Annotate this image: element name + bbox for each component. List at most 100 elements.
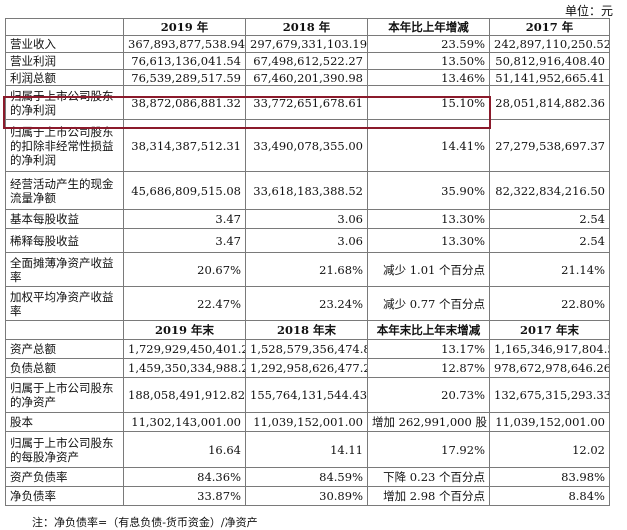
header-row: 2019 年末 2018 年末 本年末比上年末增减 2017 年末 — [5, 320, 610, 340]
footnote: 注：净负债率=（有息负债-货币资金）/净资产 — [32, 516, 258, 529]
table-row: 营业收入 367,893,877,538.94 297,679,331,103.19… — [5, 35, 610, 53]
row-label: 归属于上市公司股东的净利润 — [5, 85, 124, 120]
header-cell: 2017 年末 — [489, 320, 610, 340]
cell-v2019: 3.47 — [123, 209, 246, 229]
cell-v2017: 132,675,315,293.33 — [489, 377, 610, 413]
row-label: 净负债率 — [5, 486, 124, 506]
header-cell: 2017 年 — [489, 18, 610, 36]
row-label: 归属于上市公司股东的每股净资产 — [5, 431, 124, 468]
unit-label: 单位：元 — [564, 4, 613, 18]
cell-change: 13.46% — [367, 69, 490, 86]
cell-v2018: 33,618,183,388.52 — [245, 171, 368, 210]
cell-change: 减少 0.77 个百分点 — [367, 286, 490, 321]
header-cell: 本年比上年增减 — [367, 18, 490, 36]
table-row: 稀释每股收益 3.47 3.06 13.30% 2.54 — [5, 228, 610, 253]
cell-change: 13.30% — [367, 228, 490, 253]
row-label: 股本 — [5, 412, 124, 432]
row-label: 资产总额 — [5, 339, 124, 359]
cell-v2017: 978,672,978,646.26 — [489, 358, 610, 378]
row-label: 加权平均净资产收益率 — [5, 286, 124, 321]
cell-v2017: 242,897,110,250.52 — [489, 35, 610, 53]
cell-v2018: 30.89% — [245, 486, 368, 506]
cell-v2017: 8.84% — [489, 486, 610, 506]
cell-v2019: 3.47 — [123, 228, 246, 253]
table-row: 归属于上市公司股东的净资产 188,058,491,912.82 155,764,1… — [5, 377, 610, 413]
cell-v2018: 21.68% — [245, 252, 368, 287]
header-row: 2019 年 2018 年本年比上年增减 2017 年 — [5, 18, 610, 36]
cell-v2019: 38,872,086,881.32 — [123, 85, 246, 120]
cell-v2018: 1,292,958,626,477.23 — [245, 358, 368, 378]
cell-v2019: 22.47% — [123, 286, 246, 321]
header-cell: 2018 年 — [245, 18, 368, 36]
table-row: 资产负债率 84.36% 84.59% 下降 0.23 个百分点 83.98% — [5, 467, 610, 487]
cell-v2017: 82,322,834,216.50 — [489, 171, 610, 210]
row-label: 资产负债率 — [5, 467, 124, 487]
cell-v2018: 3.06 — [245, 209, 368, 229]
cell-v2018: 33,490,078,355.00 — [245, 119, 368, 172]
cell-v2018: 155,764,131,544.43 — [245, 377, 368, 413]
cell-v2018: 297,679,331,103.19 — [245, 35, 368, 53]
cell-v2019: 11,302,143,001.00 — [123, 412, 246, 432]
cell-change: 减少 1.01 个百分点 — [367, 252, 490, 287]
cell-change: 13.30% — [367, 209, 490, 229]
cell-v2019: 367,893,877,538.94 — [123, 35, 246, 53]
cell-v2019: 76,539,289,517.59 — [123, 69, 246, 86]
cell-v2018: 1,528,579,356,474.81 — [245, 339, 368, 359]
cell-v2019: 84.36% — [123, 467, 246, 487]
financial-table: 2019 年 2018 年本年比上年增减 2017 年营业收入 367,893,877… — [5, 18, 610, 506]
cell-v2019: 16.64 — [123, 431, 246, 468]
table-row: 归属于上市公司股东的净利润 38,872,086,881.32 33,772,651… — [5, 85, 610, 120]
cell-v2019: 1,459,350,334,988.27 — [123, 358, 246, 378]
row-label: 基本每股收益 — [5, 209, 124, 229]
cell-change: 15.10% — [367, 85, 490, 120]
cell-change: 13.17% — [367, 339, 490, 359]
row-label: 经营活动产生的现金流量净额 — [5, 171, 124, 210]
cell-v2018: 33,772,651,678.61 — [245, 85, 368, 120]
header-cell — [5, 320, 124, 340]
cell-v2017: 2.54 — [489, 209, 610, 229]
header-cell: 2018 年末 — [245, 320, 368, 340]
row-label: 全面摊薄净资产收益率 — [5, 252, 124, 287]
cell-v2019: 45,686,809,515.08 — [123, 171, 246, 210]
table-row: 加权平均净资产收益率 22.47% 23.24% 减少 0.77 个百分点 22.80% — [5, 286, 610, 321]
table-row: 归属于上市公司股东的扣除非经常性损益的净利润 38,314,387,512.31 3… — [5, 119, 610, 172]
row-label: 利润总额 — [5, 69, 124, 86]
cell-v2017: 22.80% — [489, 286, 610, 321]
cell-change: 12.87% — [367, 358, 490, 378]
table-row: 经营活动产生的现金流量净额 45,686,809,515.08 33,618,183… — [5, 171, 610, 210]
table-row: 净负债率 33.87% 30.89% 增加 2.98 个百分点 8.84% — [5, 486, 610, 506]
cell-v2019: 20.67% — [123, 252, 246, 287]
table-row: 营业利润 76,613,136,041.54 67,498,612,522.27 13… — [5, 52, 610, 70]
cell-v2017: 11,039,152,001.00 — [489, 412, 610, 432]
cell-v2017: 50,812,916,408.40 — [489, 52, 610, 70]
cell-change: 增加 262,991,000 股 — [367, 412, 490, 432]
row-label: 营业利润 — [5, 52, 124, 70]
header-cell: 本年末比上年末增减 — [367, 320, 490, 340]
cell-v2018: 67,460,201,390.98 — [245, 69, 368, 86]
row-label: 负债总额 — [5, 358, 124, 378]
table-row: 归属于上市公司股东的每股净资产 16.64 14.11 17.92% 12.02 — [5, 431, 610, 468]
cell-v2018: 3.06 — [245, 228, 368, 253]
cell-v2017: 2.54 — [489, 228, 610, 253]
cell-v2018: 11,039,152,001.00 — [245, 412, 368, 432]
row-label: 稀释每股收益 — [5, 228, 124, 253]
row-label: 归属于上市公司股东的净资产 — [5, 377, 124, 413]
cell-v2018: 67,498,612,522.27 — [245, 52, 368, 70]
table-row: 负债总额 1,459,350,334,988.27 1,292,958,626,47… — [5, 358, 610, 378]
header-cell — [5, 18, 124, 36]
table-row: 基本每股收益 3.47 3.06 13.30% 2.54 — [5, 209, 610, 229]
header-cell: 2019 年末 — [123, 320, 246, 340]
cell-v2017: 28,051,814,882.36 — [489, 85, 610, 120]
cell-v2017: 27,279,538,697.37 — [489, 119, 610, 172]
cell-v2019: 38,314,387,512.31 — [123, 119, 246, 172]
cell-change: 35.90% — [367, 171, 490, 210]
cell-v2019: 76,613,136,041.54 — [123, 52, 246, 70]
cell-change: 20.73% — [367, 377, 490, 413]
cell-v2019: 1,729,929,450,401.23 — [123, 339, 246, 359]
cell-v2017: 51,141,952,665.41 — [489, 69, 610, 86]
cell-change: 14.41% — [367, 119, 490, 172]
table-row: 全面摊薄净资产收益率 20.67% 21.68% 减少 1.01 个百分点 21.14% — [5, 252, 610, 287]
cell-v2018: 84.59% — [245, 467, 368, 487]
table-row: 资产总额 1,729,929,450,401.23 1,528,579,356,47… — [5, 339, 610, 359]
cell-v2017: 83.98% — [489, 467, 610, 487]
